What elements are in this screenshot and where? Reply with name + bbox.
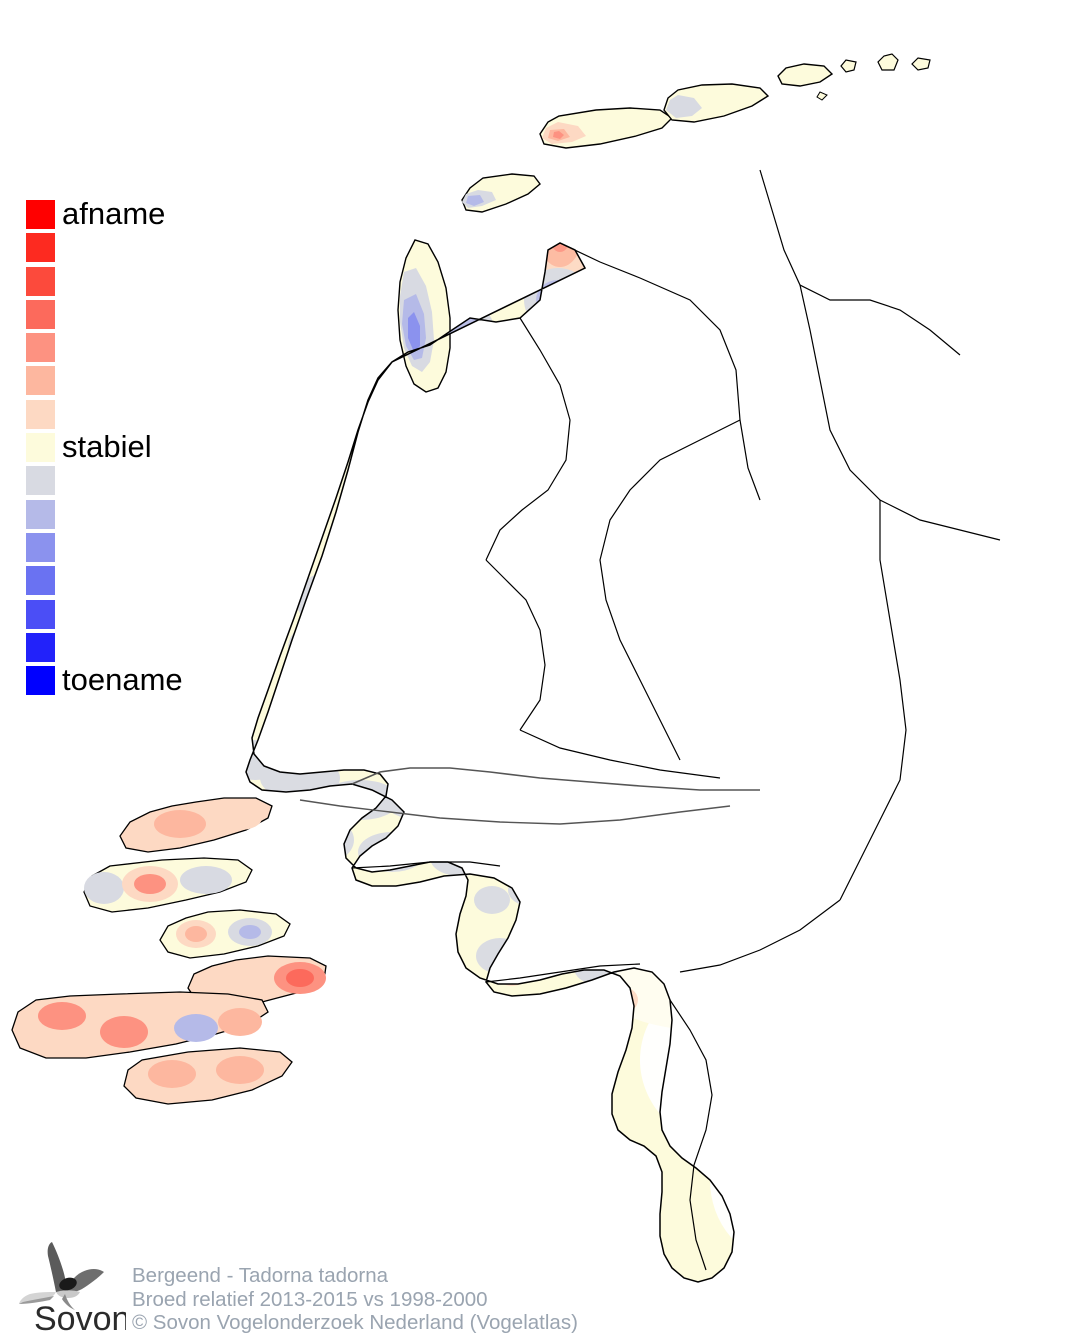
legend-item	[26, 599, 226, 633]
national-outline	[245, 242, 735, 1283]
caption-period: Broed relatief 2013-2015 vs 1998-2000	[132, 1287, 488, 1311]
province-border-brabant-south	[485, 963, 641, 983]
province-border-gelderland-east	[839, 500, 907, 901]
rivers-main	[351, 767, 760, 791]
legend-swatch-0	[26, 200, 55, 229]
province-border-noordholland	[485, 317, 571, 561]
island-schiermonnikoog	[777, 63, 834, 87]
legend-item	[26, 466, 226, 499]
province-border-drenthe	[799, 284, 1001, 541]
figure-footer: Sovon Bergeend - Tadorna tadorna Broed r…	[0, 1232, 1074, 1340]
wadden-islands	[397, 53, 931, 393]
rivers-south	[299, 799, 731, 825]
legend-swatch-1	[26, 233, 55, 263]
legend-swatch-5	[26, 366, 55, 396]
legend-item: toename	[26, 662, 226, 699]
zeeland-islands	[11, 797, 327, 1105]
province-border-limburg	[669, 999, 713, 1271]
province-border-brabant-east	[679, 899, 841, 973]
caption-species: Bergeend - Tadorna tadorna	[132, 1264, 389, 1287]
province-border-friesland	[559, 242, 761, 501]
legend-swatch-4	[26, 333, 55, 363]
legend-label-afname: afname	[62, 196, 166, 231]
legend-swatch-11	[26, 566, 55, 596]
legend-swatch-3	[26, 299, 55, 329]
sovon-wordmark: Sovon	[34, 1300, 126, 1334]
legend-item: afname	[26, 196, 226, 233]
legend-swatch-9	[26, 499, 55, 529]
province-border-zeeland-brabant	[351, 861, 501, 869]
islet-small-a	[816, 91, 828, 101]
legend-swatch-14	[26, 666, 55, 696]
sovon-logo: Sovon	[18, 1234, 126, 1334]
legend-swatch-12	[26, 599, 55, 629]
legend-item	[26, 499, 226, 533]
figure-caption: Bergeend - Tadorna tadorna Broed relatie…	[132, 1264, 578, 1335]
legend-swatch-10	[26, 532, 55, 562]
map-outlines	[245, 169, 1001, 1283]
legend-label-toename: toename	[62, 662, 183, 698]
legend-swatch-7	[26, 433, 55, 463]
legend-item	[26, 632, 226, 666]
province-border-utrecht	[485, 559, 546, 731]
legend-item	[26, 266, 226, 300]
legend-swatch-8	[26, 466, 55, 496]
islet-rottumeroog	[911, 57, 931, 71]
legend-item	[26, 532, 226, 566]
change-legend: afname stabiel	[26, 196, 226, 699]
pale-interior-blobs	[550, 440, 734, 1260]
legend-item: stabiel	[26, 429, 226, 466]
islet-rottumerplaat	[877, 53, 899, 71]
province-border-rivers	[519, 729, 721, 779]
province-border-overijssel	[599, 419, 741, 761]
legend-item	[26, 366, 226, 399]
province-border-groningen	[759, 169, 961, 356]
legend-swatch-6	[26, 399, 55, 429]
caption-copyright: © Sovon Vogelonderzoek Nederland (Vogela…	[132, 1311, 578, 1334]
legend-swatch-2	[26, 266, 55, 296]
legend-item	[26, 566, 226, 599]
islet-simonszand	[840, 59, 857, 73]
legend-item	[26, 333, 226, 366]
legend-item	[26, 233, 226, 266]
legend-item	[26, 299, 226, 333]
legend-label-stabiel: stabiel	[62, 429, 152, 465]
legend-item	[26, 399, 226, 433]
legend-swatch-13	[26, 632, 55, 662]
swallow-icon	[19, 1242, 104, 1310]
